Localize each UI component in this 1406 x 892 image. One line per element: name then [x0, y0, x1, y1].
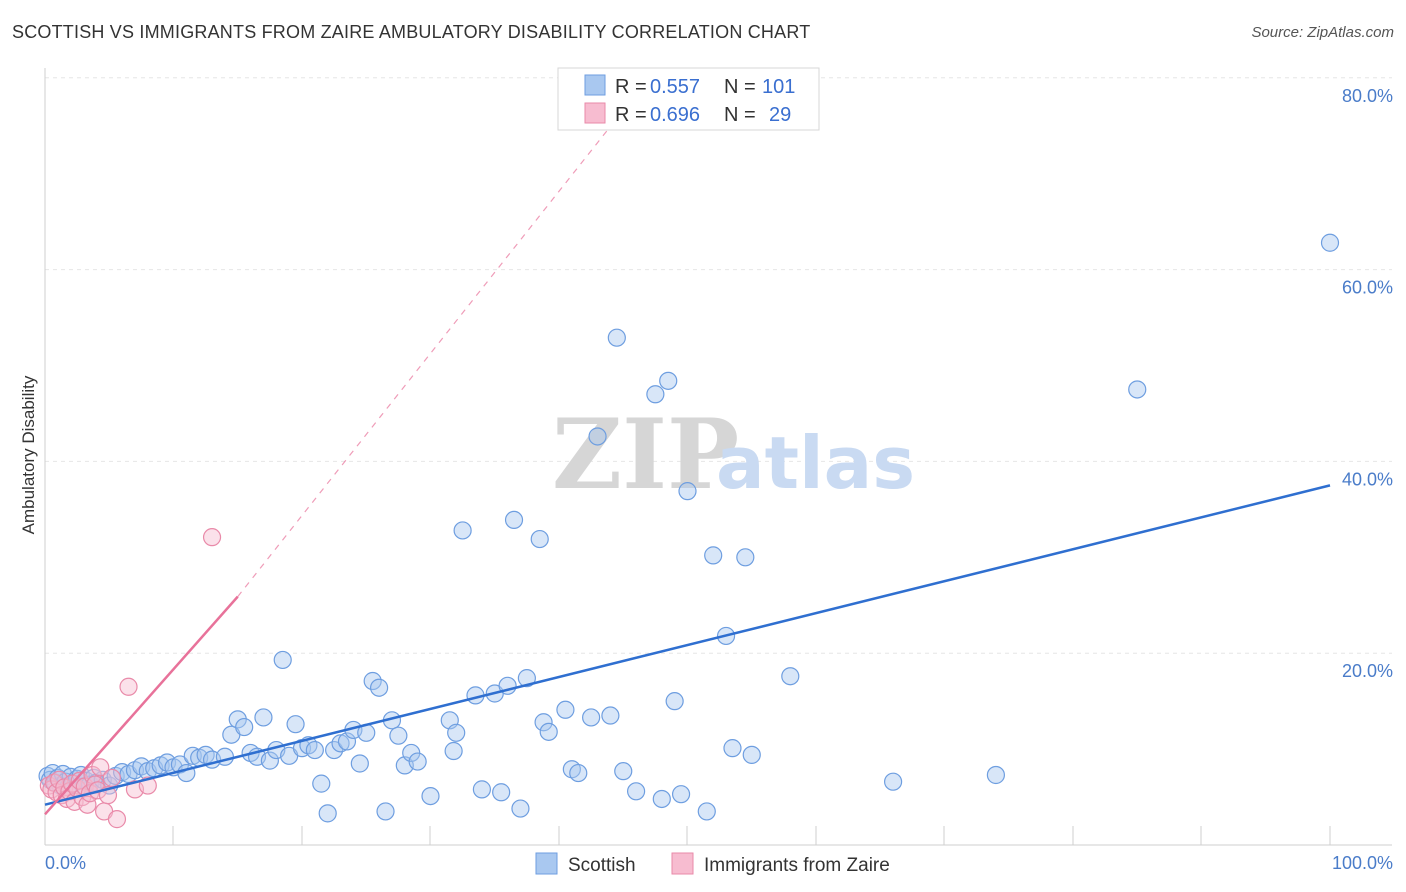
- legend-n-label: N =: [724, 76, 756, 98]
- x-tick-label: 0.0%: [45, 853, 86, 873]
- scottish-point: [723, 739, 742, 758]
- scottish-point: [986, 765, 1006, 785]
- watermark-atlas: atlas: [716, 421, 915, 505]
- scottish-trend-line: [44, 484, 1331, 806]
- scottish-point: [305, 740, 324, 760]
- scottish-point: [325, 740, 344, 760]
- y-tick-label: 20.0%: [1342, 661, 1393, 681]
- scottish-point: [235, 717, 254, 737]
- scottish-point: [659, 371, 678, 390]
- zaire-point: [102, 768, 121, 787]
- scottish-point: [408, 752, 427, 771]
- scottish-point: [614, 762, 633, 781]
- scottish-point: [697, 802, 716, 821]
- axes: [44, 68, 1392, 846]
- scottish-point: [556, 700, 575, 719]
- scottish-point: [539, 722, 558, 741]
- scottish-point: [534, 713, 553, 732]
- scottish-point: [652, 789, 671, 809]
- scottish-point: [447, 723, 466, 742]
- legend-n-label: N =: [724, 104, 756, 126]
- y-tick-label: 40.0%: [1342, 469, 1393, 489]
- y-tick-labels: 20.0% 40.0% 60.0% 80.0%: [1342, 86, 1393, 681]
- scottish-point: [370, 678, 389, 697]
- trend-lines: [44, 77, 1331, 816]
- watermark-zip: ZIP: [552, 398, 739, 511]
- scottish-point: [504, 510, 524, 529]
- legend-r-value: 0.557: [650, 76, 700, 98]
- y-tick-label: 60.0%: [1342, 278, 1393, 298]
- zaire-point: [91, 758, 110, 777]
- scottish-point: [588, 427, 607, 446]
- bottom-legend: Scottish Immigrants from Zaire: [535, 852, 890, 876]
- scottish-point: [1128, 380, 1147, 399]
- watermark: ZIP atlas: [552, 398, 915, 511]
- grid-lines: [45, 77, 1392, 654]
- scottish-point: [883, 772, 903, 791]
- zaire-point: [202, 528, 222, 547]
- y-tick-label: 80.0%: [1342, 86, 1393, 106]
- scottish-point: [363, 671, 382, 691]
- scottish-point: [626, 782, 646, 801]
- legend-box: R = 0.557 N = 101 R = 0.696 N = 29: [557, 67, 820, 131]
- scottish-point: [530, 529, 549, 549]
- scottish-point: [376, 802, 395, 821]
- zaire-point: [78, 795, 97, 814]
- scottish-point: [453, 521, 472, 540]
- zaire-point: [107, 810, 127, 829]
- zaire-trend-line: [44, 595, 239, 816]
- scottish-point: [736, 548, 755, 567]
- scottish-point: [444, 741, 463, 761]
- zaire-point: [119, 677, 138, 696]
- scottish-point: [254, 708, 273, 727]
- scottish-point: [318, 804, 337, 823]
- scottish-point: [492, 783, 511, 802]
- y-axis-label: Ambulatory Disability: [19, 375, 38, 534]
- x-tick-labels: 0.0% 100.0%: [45, 853, 1393, 873]
- scottish-point: [601, 706, 620, 725]
- scottish-point: [1320, 233, 1340, 252]
- bottom-legend-label-zaire: Immigrants from Zaire: [704, 855, 890, 876]
- scottish-point: [569, 763, 588, 783]
- scottish-point: [517, 669, 536, 688]
- scottish-point: [337, 732, 357, 751]
- scottish-point: [286, 715, 305, 734]
- scottish-point: [511, 799, 530, 818]
- scottish-point: [704, 546, 723, 565]
- bottom-legend-swatch-scottish: [535, 852, 558, 875]
- zaire-trend-extension: [237, 77, 650, 597]
- x-tick-label: 100.0%: [1332, 853, 1393, 873]
- legend-swatch-scottish: [584, 74, 606, 96]
- legend-r-label: R =: [615, 104, 647, 126]
- scottish-point: [678, 482, 697, 501]
- scottish-point: [389, 726, 408, 745]
- scottish-point: [183, 746, 202, 765]
- scottish-point: [671, 785, 691, 804]
- legend-swatch-zaire: [584, 102, 606, 124]
- scottish-point: [607, 328, 626, 347]
- legend-row-zaire: R = 0.696 N = 29: [584, 102, 791, 126]
- legend-n-value: 101: [762, 76, 795, 98]
- scottish-point: [646, 385, 665, 404]
- legend-r-value: 0.696: [650, 104, 700, 126]
- legend-n-value: 29: [769, 104, 791, 126]
- scottish-point: [350, 754, 369, 773]
- scottish-point: [472, 780, 491, 799]
- chart-source: Source: ZipAtlas.com: [1251, 24, 1394, 41]
- legend-r-label: R =: [615, 76, 647, 98]
- scottish-point: [312, 774, 331, 793]
- scottish-point: [781, 667, 800, 686]
- scottish-point: [665, 692, 684, 711]
- scottish-point: [421, 786, 440, 806]
- scottish-point: [331, 734, 350, 753]
- bottom-legend-label-scottish: Scottish: [568, 855, 636, 876]
- scottish-point: [260, 751, 279, 770]
- scottish-point: [273, 650, 292, 670]
- bottom-legend-swatch-zaire: [671, 852, 694, 875]
- legend-row-scottish: R = 0.557 N = 101: [584, 74, 795, 98]
- scottish-point: [582, 708, 601, 727]
- scottish-point: [742, 745, 761, 764]
- chart-title: SCOTTISH VS IMMIGRANTS FROM ZAIRE AMBULA…: [12, 22, 811, 42]
